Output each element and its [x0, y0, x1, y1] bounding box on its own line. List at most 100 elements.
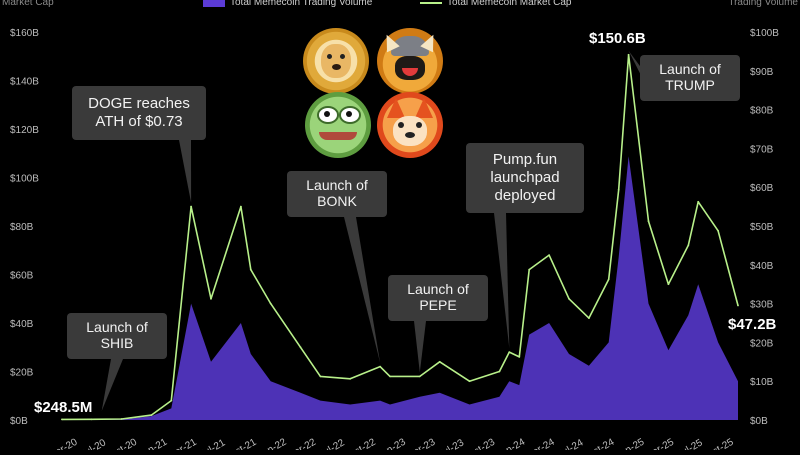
left-axis-tick-label: $160B: [10, 28, 39, 39]
x-axis-tick-label: Jul-23: [437, 437, 466, 450]
mcap-point: [607, 278, 610, 281]
left-axis-tick-label: $80B: [10, 222, 34, 233]
callout-line: Pump.fun: [492, 151, 558, 168]
mcap-point: [588, 317, 590, 319]
x-axis-tick-label: Jul-21: [198, 437, 227, 450]
mcap-point: [389, 375, 391, 378]
x-axis-tick-label: Apr-22: [287, 437, 319, 450]
x-axis-tick-label: Apr-23: [406, 437, 438, 450]
series-volume-area: [61, 156, 738, 420]
mcap-point: [518, 356, 521, 358]
callout-pointer: [101, 359, 123, 411]
right-axis-tick-label: $40B: [750, 261, 774, 272]
legend-mcap-swatch: [420, 2, 442, 4]
x-axis-tick-label: Jan-22: [256, 436, 288, 450]
right-axis-tick-label: $0B: [750, 416, 768, 427]
x-axis-tick-label: Oct-22: [346, 437, 378, 450]
mcap-point: [667, 283, 670, 286]
mcap-point: [379, 365, 381, 368]
left-axis-tick-label: $120B: [10, 125, 39, 136]
right-axis-tick-label: $100B: [750, 28, 779, 39]
x-axis-tick-label: Jan-24: [495, 436, 527, 450]
x-axis-tick-label: Oct-20: [108, 437, 140, 450]
left-axis-tick-label: $100B: [10, 174, 39, 185]
mcap-point: [647, 220, 650, 223]
right-axis-title: Trading Volume: [728, 0, 798, 8]
right-axis-tick-label: $60B: [750, 183, 774, 194]
mcap-point: [498, 370, 501, 373]
start-value-label: $248.5M: [34, 399, 93, 416]
right-axis-tick-label: $30B: [750, 300, 774, 311]
x-axis-tick-label: Jul-25: [676, 437, 705, 450]
mcap-point: [150, 414, 153, 416]
mcap-point: [418, 375, 421, 378]
left-axis-tick-label: $60B: [10, 271, 34, 282]
legend-volume-label: Total Memecoin Trading Volume: [230, 0, 373, 8]
mcap-point: [61, 418, 63, 421]
x-axis-tick-label: Apr-20: [48, 437, 80, 450]
callout-bonk: Launch of BONK: [287, 171, 387, 217]
mcap-point: [269, 302, 272, 305]
legend-mcap-label: Total Memecoin Market Cap: [447, 0, 572, 8]
shib-coin-icon: [377, 92, 443, 158]
callout-pumpfun: Pump.fun launchpad deployed: [466, 143, 584, 213]
callout-line: PEPE: [419, 297, 457, 313]
right-axis-tick-label: $80B: [750, 106, 774, 117]
floki-coin-icon: [377, 28, 443, 94]
mcap-point: [249, 268, 252, 271]
doge-coin-icon: [303, 28, 369, 94]
x-axis-tick-label: Apr-21: [167, 437, 199, 450]
right-axis-tick-label: $50B: [750, 222, 774, 233]
mcap-point: [548, 254, 550, 256]
mcap-point: [120, 418, 123, 420]
legend: Market Cap Total Memecoin Trading Volume…: [0, 0, 800, 11]
callout-line: Launch of: [306, 177, 368, 193]
pepe-coin-icon: [305, 92, 371, 158]
x-axis-tick-label: Oct-21: [227, 437, 259, 450]
right-axis-tick-label: $20B: [750, 338, 774, 349]
mcap-point: [717, 229, 719, 232]
left-axis-tick-label: $40B: [10, 319, 34, 330]
callout-line: Launch of: [407, 281, 469, 297]
left-axis-title: Market Cap: [2, 0, 54, 8]
mcap-point: [627, 53, 630, 56]
x-axis-tick-label: Jul-22: [318, 437, 347, 450]
left-axis-tick-label: $0B: [10, 416, 28, 427]
callout-line: DOGE reaches: [88, 95, 190, 112]
callout-pointer: [344, 217, 381, 363]
callout-line: launchpad: [490, 169, 560, 186]
x-axis-tick-label: Jul-24: [556, 437, 585, 450]
mcap-point: [697, 200, 700, 203]
mcap-point: [737, 304, 739, 307]
x-axis-tick-label: Apr-24: [525, 437, 557, 450]
mcap-point: [528, 268, 531, 271]
mcap-point: [190, 205, 193, 208]
series-mcap-line: [61, 54, 739, 421]
callout-doge-ath: DOGE reaches ATH of $0.73: [72, 86, 206, 140]
x-axis-tick-label: Jul-20: [79, 437, 108, 450]
mcap-point: [508, 351, 511, 353]
callout-shib: Launch of SHIB: [67, 313, 167, 359]
x-axis-tick-label: Jan-25: [614, 436, 646, 450]
mcap-point: [349, 377, 352, 380]
callout-pepe: Launch of PEPE: [388, 275, 488, 321]
mcap-point: [299, 346, 302, 349]
right-axis-tick-label: $10B: [750, 377, 774, 388]
peak-value-label: $150.6B: [589, 30, 646, 47]
mcap-point: [568, 297, 570, 300]
left-axis-tick-label: $140B: [10, 77, 39, 88]
callout-line: Launch of: [659, 61, 721, 77]
mcap-point: [468, 380, 471, 383]
x-axis-tick-label: Oct-24: [585, 437, 617, 450]
callout-line: deployed: [494, 187, 556, 204]
callout-line: SHIB: [100, 335, 134, 351]
mcap-point: [617, 188, 620, 191]
mcap-point: [210, 297, 212, 300]
callout-line: BONK: [317, 193, 357, 209]
mcap-point: [687, 244, 690, 247]
x-axis-tick-label: Oct-25: [704, 437, 736, 450]
x-axis-tick-label: Jan-21: [137, 436, 169, 450]
left-axis-tick-label: $20B: [10, 368, 34, 379]
callout-line: TRUMP: [665, 77, 715, 93]
legend-volume-swatch: [203, 0, 225, 7]
